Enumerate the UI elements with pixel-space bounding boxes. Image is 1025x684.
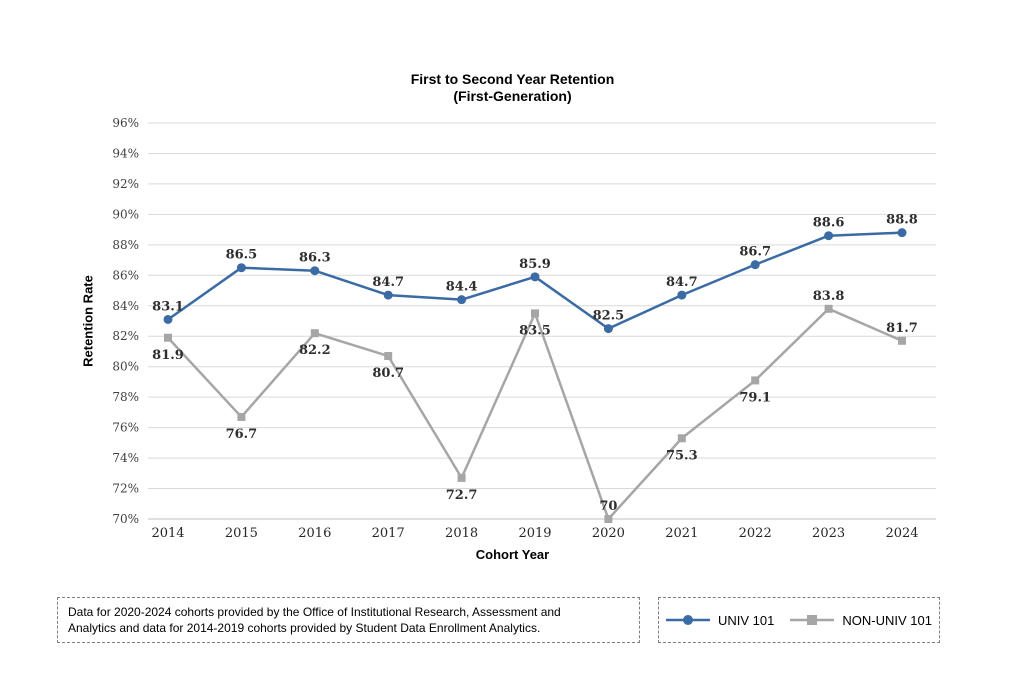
y-tick-label: 92% — [112, 177, 139, 191]
data-point-non-univ-101 — [384, 352, 393, 361]
data-point-univ-101 — [163, 314, 173, 324]
y-tick-label: 84% — [112, 299, 139, 313]
data-point-non-univ-101 — [751, 376, 760, 385]
data-point-non-univ-101 — [824, 304, 833, 313]
data-point-non-univ-101 — [604, 515, 613, 523]
data-point-univ-101 — [383, 290, 393, 300]
data-point-non-univ-101 — [237, 412, 246, 421]
y-tick-label: 78% — [112, 390, 139, 404]
chart-title-line1: First to Second Year Retention — [410, 71, 615, 87]
data-label-univ-101: 88.8 — [886, 213, 918, 228]
y-tick-label: 72% — [112, 482, 139, 496]
legend-item-non-univ-101: NON-UNIV 101 — [790, 613, 932, 628]
legend-item-univ-101: UNIV 101 — [666, 613, 774, 628]
x-tick-label: 2023 — [812, 526, 845, 541]
x-axis-title: Cohort Year — [475, 547, 550, 562]
x-tick-label: 2020 — [592, 526, 625, 541]
data-label-non-univ-101: 82.2 — [299, 343, 331, 358]
y-tick-label: 90% — [112, 207, 139, 221]
series-line-non-univ-101 — [167, 307, 903, 521]
data-point-univ-101 — [236, 263, 246, 273]
data-label-univ-101: 84.7 — [372, 275, 404, 290]
data-point-univ-101 — [897, 228, 907, 238]
legend-line-circle-marker-icon — [666, 615, 711, 625]
data-label-non-univ-101: 81.7 — [886, 321, 918, 336]
data-label-univ-101: 82.5 — [593, 309, 625, 324]
x-tick-label: 2022 — [739, 526, 772, 541]
data-label-univ-101: 86.5 — [226, 248, 258, 263]
data-label-univ-101: 85.9 — [519, 257, 551, 272]
footnote-line-2: Analytics and data for 2014-2019 cohorts… — [68, 621, 541, 635]
x-tick-label: 2017 — [372, 526, 405, 541]
data-label-univ-101: 86.3 — [299, 251, 331, 266]
data-point-univ-101 — [457, 295, 467, 305]
legend-items: UNIV 101 NON-UNIV 101 — [666, 613, 932, 628]
legend-item-label: UNIV 101 — [718, 612, 775, 628]
y-tick-label: 82% — [112, 329, 139, 343]
data-point-non-univ-101 — [457, 473, 466, 482]
plot-area: 70% 72% 74% 76% 78% 80% 82% 84% 86% 88% 90% 92% 94% 9… — [112, 116, 936, 541]
footnote-line-1: Data for 2020-2024 cohorts provided by t… — [68, 605, 561, 619]
x-tick-label: 2018 — [445, 526, 478, 541]
data-point-univ-101 — [310, 266, 320, 276]
data-point-non-univ-101 — [531, 309, 539, 318]
data-label-univ-101: 83.1 — [152, 299, 184, 314]
data-label-univ-101: 86.7 — [739, 245, 771, 260]
legend-item-label: NON-UNIV 101 — [842, 612, 932, 628]
y-tick-label: 76% — [112, 421, 139, 435]
data-point-non-univ-101 — [164, 333, 172, 342]
y-tick-label: 80% — [112, 360, 139, 374]
x-tick-label: 2014 — [151, 526, 184, 541]
y-tick-label: 70% — [112, 512, 139, 526]
data-label-univ-101: 84.7 — [666, 275, 698, 290]
y-tick-label: 96% — [112, 116, 139, 130]
y-tick-label: 86% — [112, 268, 139, 282]
data-label-univ-101: 88.6 — [813, 216, 845, 231]
data-point-univ-101 — [824, 231, 834, 241]
data-label-non-univ-101: 80.7 — [372, 366, 404, 381]
data-point-non-univ-101 — [677, 434, 686, 443]
data-label-non-univ-101: 83.8 — [813, 289, 845, 304]
data-label-non-univ-101: 79.1 — [739, 390, 771, 405]
data-point-univ-101 — [530, 272, 540, 282]
data-label-non-univ-101: 72.7 — [446, 488, 478, 503]
legend-line-square-marker-icon — [790, 615, 835, 625]
data-label-non-univ-101: 70 — [599, 499, 617, 514]
data-label-univ-101: 84.4 — [446, 280, 478, 295]
x-tick-label: 2024 — [885, 526, 918, 541]
data-point-non-univ-101 — [310, 329, 319, 338]
data-label-non-univ-101: 81.9 — [152, 348, 184, 363]
data-point-univ-101 — [750, 260, 760, 270]
data-label-non-univ-101: 76.7 — [226, 427, 258, 442]
chart-title: First to Second Year Retention (First-Ge… — [0, 71, 1025, 105]
data-label-non-univ-101: 75.3 — [666, 448, 698, 463]
y-tick-label: 94% — [112, 146, 139, 160]
data-point-univ-101 — [603, 324, 613, 334]
legend-box: UNIV 101 NON-UNIV 101 — [658, 597, 940, 643]
data-label-non-univ-101: 83.5 — [519, 323, 551, 338]
x-tick-label: 2021 — [665, 526, 698, 541]
x-tick-label: 2015 — [225, 526, 258, 541]
y-tick-label: 74% — [112, 451, 139, 465]
footnote-box: Data for 2020-2024 cohorts provided by t… — [57, 597, 640, 643]
data-point-univ-101 — [677, 290, 687, 300]
x-tick-label: 2019 — [518, 526, 551, 541]
y-tick-label: 88% — [112, 238, 139, 252]
chart-title-line2: (First-Generation) — [453, 88, 572, 104]
data-point-non-univ-101 — [898, 336, 906, 345]
x-tick-label: 2016 — [298, 526, 331, 541]
